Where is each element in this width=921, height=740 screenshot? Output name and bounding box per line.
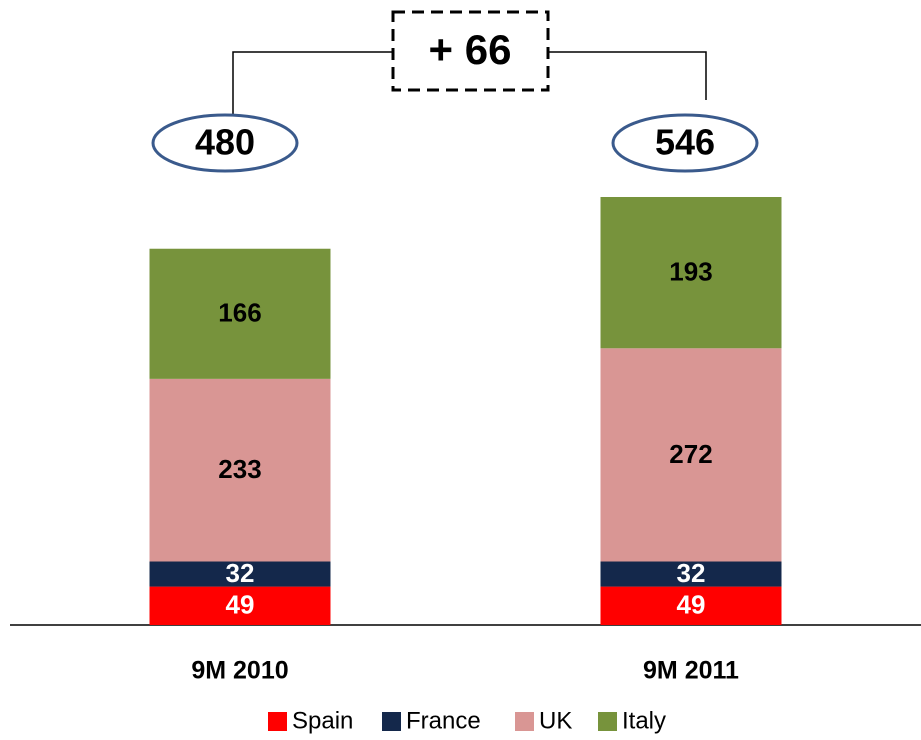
x-tick-label: 9M 2011	[643, 657, 739, 685]
difference-box	[391, 10, 550, 92]
legend-label: UK	[539, 707, 572, 734]
data-label: 166	[218, 298, 261, 328]
bar-segment	[149, 378, 331, 562]
legend-swatch	[515, 712, 534, 731]
bar-segment	[600, 561, 782, 587]
bar-segment	[600, 348, 782, 562]
total-oval	[151, 113, 299, 173]
connector	[232, 51, 392, 118]
data-label: 32	[677, 558, 706, 588]
bar-segment	[600, 586, 782, 625]
difference-label: + 66	[429, 26, 512, 73]
total-label: 546	[655, 122, 715, 163]
legend-label: Italy	[622, 707, 666, 734]
legend-label: Spain	[292, 707, 353, 734]
total-label: 480	[195, 122, 255, 163]
data-label: 32	[226, 558, 255, 588]
data-label: 193	[669, 257, 712, 287]
bar-segment	[149, 561, 331, 587]
data-label: 233	[218, 454, 261, 484]
bar-segment	[149, 248, 331, 379]
total-oval	[611, 113, 759, 173]
legend-label: France	[406, 707, 481, 734]
legend-swatch	[268, 712, 287, 731]
data-label: 49	[226, 590, 255, 620]
legend-swatch	[598, 712, 617, 731]
data-label: 272	[669, 439, 712, 469]
bar-segment	[149, 586, 331, 625]
bar-segment	[600, 197, 782, 349]
connector	[549, 51, 707, 100]
legend-swatch	[382, 712, 401, 731]
data-label: 49	[677, 590, 706, 620]
x-tick-label: 9M 2010	[191, 657, 288, 685]
